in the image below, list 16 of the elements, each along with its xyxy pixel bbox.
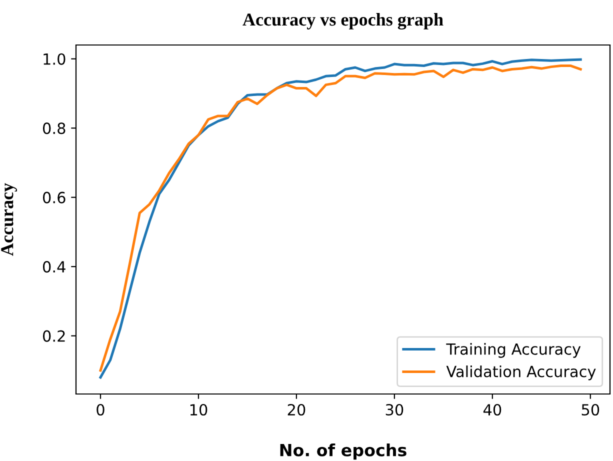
x-tick-label: 0	[96, 404, 104, 416]
chart-title: Accuracy vs epochs graph	[242, 13, 444, 30]
x-tick-label: 30	[386, 404, 404, 416]
x-axis-title: No. of epochs	[280, 444, 406, 460]
y-tick-label: 0.8	[42, 122, 66, 134]
legend-label: Training Accuracy	[446, 343, 581, 358]
x-tick-label: 50	[582, 404, 600, 416]
y-tick-label: 1.0	[44, 53, 66, 65]
x-tick-label: 10	[190, 404, 208, 416]
x-tick-label: 20	[288, 404, 306, 416]
legend-label: Validation Accuracy	[446, 365, 596, 380]
y-tick-label: 0.2	[42, 330, 65, 342]
y-tick-label: 0.4	[42, 261, 66, 273]
y-tick-label: 0.6	[42, 192, 66, 204]
y-axis-title: Accuracy	[1, 183, 17, 256]
x-tick-label: 40	[483, 404, 502, 416]
